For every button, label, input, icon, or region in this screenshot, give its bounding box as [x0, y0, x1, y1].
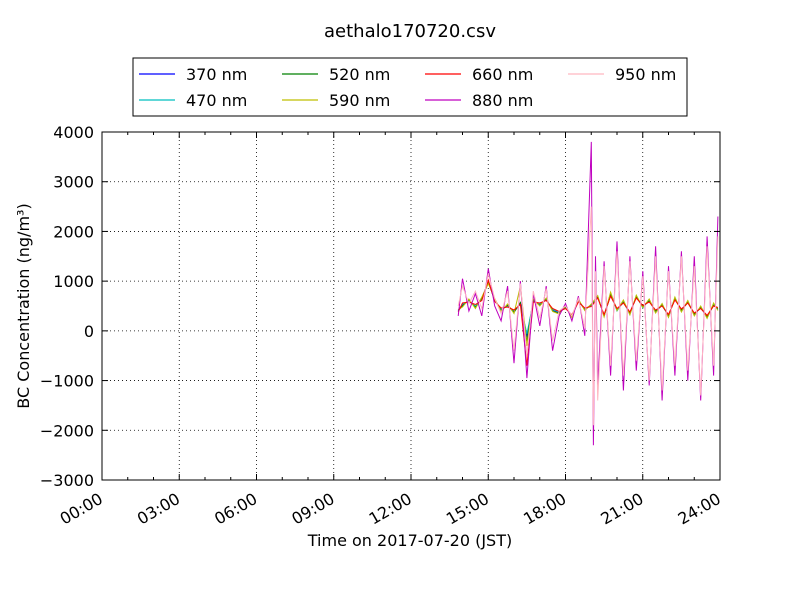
x-tick-label: 00:00 [57, 489, 106, 529]
axes: 00:00 03:00 06:00 09:00 12:00 15:00 18:00 21:00… [40, 123, 724, 529]
series-line-660-nm [457, 278, 719, 366]
x-tick-label: 18:00 [520, 489, 569, 529]
plot-area [457, 141, 719, 446]
x-axis-label: Time on 2017-07-20 (JST) [307, 531, 512, 550]
y-tick-label: −1000 [40, 372, 94, 391]
x-tick-label: 15:00 [443, 489, 492, 529]
legend-label: 950 nm [615, 65, 676, 84]
y-tick-label: 3000 [53, 173, 94, 192]
legend-label: 370 nm [186, 65, 247, 84]
x-tick-label: 12:00 [366, 489, 415, 529]
x-tick-label: 24:00 [675, 489, 724, 529]
y-tick-label: 4000 [53, 123, 94, 142]
y-tick-label: 0 [84, 322, 94, 341]
series-line-950-nm [457, 206, 719, 426]
legend-label: 470 nm [186, 91, 247, 110]
x-tick-label: 03:00 [134, 489, 183, 529]
legend-label: 590 nm [329, 91, 390, 110]
chart-title: aethalo170720.csv [324, 21, 496, 42]
y-tick-label: −2000 [40, 421, 94, 440]
x-tick-label: 21:00 [597, 489, 646, 529]
y-tick-label: 2000 [53, 222, 94, 241]
legend: 370 nm 470 nm 520 nm 590 nm 660 nm 880 nm 950 … [132, 57, 688, 117]
x-tick-label: 06:00 [211, 489, 260, 529]
legend-box [132, 57, 688, 117]
y-tick-label: 1000 [53, 272, 94, 291]
x-tick-label: 09:00 [288, 489, 337, 529]
legend-label: 660 nm [472, 65, 533, 84]
y-axis-label: BC Concentration (ng/m³) [14, 203, 33, 408]
y-tick-label: −3000 [40, 471, 94, 490]
legend-label: 520 nm [329, 65, 390, 84]
legend-label: 880 nm [472, 91, 533, 110]
